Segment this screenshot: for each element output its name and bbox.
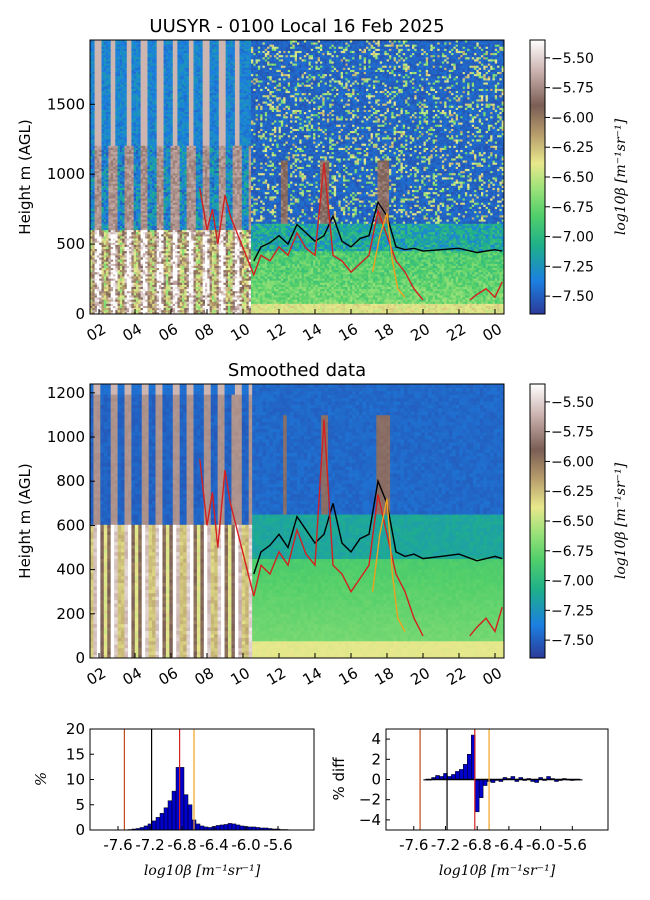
panel-raw: UUSYR - 0100 Local 16 Feb 2025 02 04 06 08 1… [16, 16, 629, 345]
panel-raw-heatmap [90, 40, 504, 314]
panel-raw-title: UUSYR - 0100 Local 16 Feb 2025 [149, 16, 444, 37]
